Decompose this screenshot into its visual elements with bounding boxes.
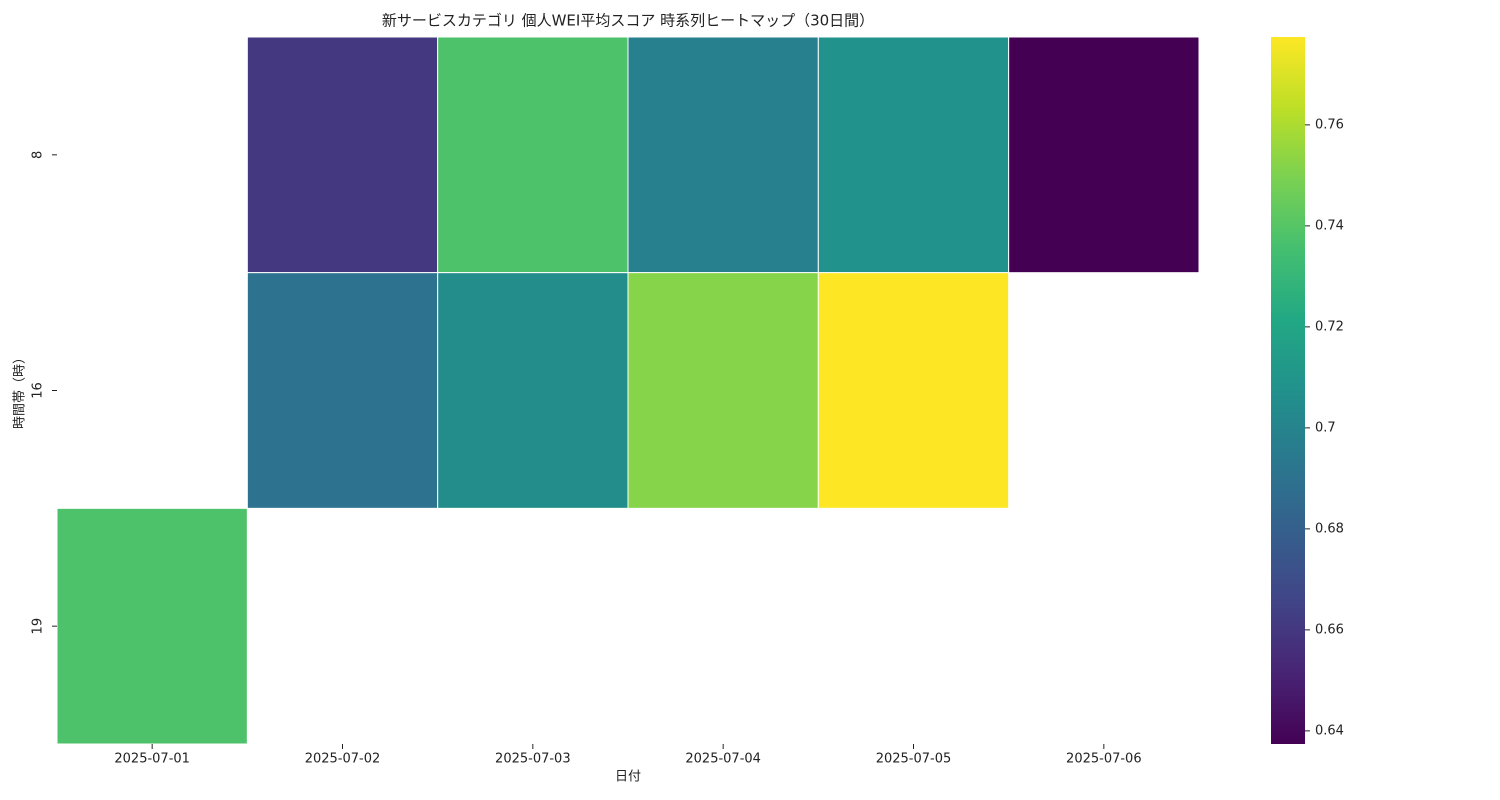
colorbar-tick-label: 0.7 xyxy=(1315,420,1336,435)
colorbar-tick-label: 0.64 xyxy=(1315,723,1344,738)
x-axis-label: 日付 xyxy=(615,770,641,785)
heatmap-cell xyxy=(437,272,629,509)
colorbar xyxy=(1271,37,1305,744)
heatmap-cell xyxy=(56,507,248,745)
y-axis-label: 時間帯（時） xyxy=(13,351,28,429)
colorbar-tick-label: 0.66 xyxy=(1315,622,1344,637)
heatmap-cell xyxy=(1008,36,1200,274)
colorbar-tick-label: 0.72 xyxy=(1315,319,1344,334)
y-tick-label: 8 xyxy=(31,151,46,159)
y-tick-label: 19 xyxy=(31,618,46,635)
heatmap-cell xyxy=(246,36,439,274)
x-tick-label: 2025-07-05 xyxy=(876,752,952,767)
heatmap-cell xyxy=(437,36,629,274)
x-tick-label: 2025-07-01 xyxy=(114,752,190,767)
x-tick-label: 2025-07-03 xyxy=(495,752,571,767)
colorbar-tick-label: 0.76 xyxy=(1315,117,1344,132)
heatmap-cell xyxy=(627,272,819,509)
y-tick-label: 16 xyxy=(31,382,46,399)
chart-title: 新サービスカテゴリ 個人WEI平均スコア 時系列ヒートマップ（30日間） xyxy=(382,12,874,30)
x-tick-label: 2025-07-06 xyxy=(1066,752,1142,767)
colorbar-tick-label: 0.74 xyxy=(1315,218,1344,233)
heatmap-cell xyxy=(246,272,439,509)
x-tick-label: 2025-07-02 xyxy=(305,752,381,767)
heatmap-cell xyxy=(627,36,819,274)
colorbar-tick-label: 0.68 xyxy=(1315,521,1344,536)
heatmap-cell xyxy=(817,36,1010,274)
x-tick-label: 2025-07-04 xyxy=(685,752,761,767)
heatmap-cell xyxy=(817,272,1010,509)
